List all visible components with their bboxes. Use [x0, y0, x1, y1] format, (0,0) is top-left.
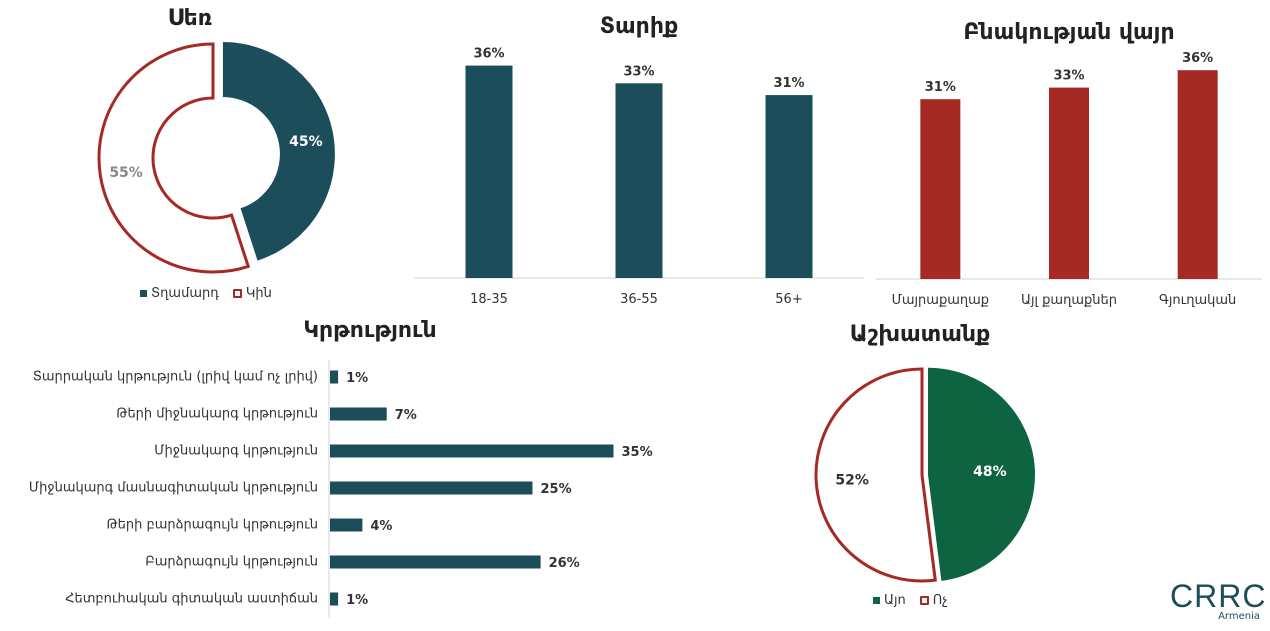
female-legend-label: Կին [245, 286, 272, 301]
education-category-label: Միջնակարգ մասնագիտական կրթություն [28, 480, 318, 496]
male-donut-slice [222, 42, 335, 261]
education-bar [330, 444, 614, 458]
place-bar-value-label: 33% [1053, 69, 1084, 84]
yes-slice-label: 48% [973, 464, 1007, 480]
age-bar [465, 65, 513, 278]
place-category-label: Մայրաքաղաք [892, 293, 990, 308]
age-chart-title: Տարիք [599, 14, 679, 39]
education-chart-title: Կրթություն [303, 318, 437, 343]
female-slice-label: 55% [109, 165, 143, 181]
age-bar-value-label: 33% [623, 64, 654, 79]
education-bar-value-label: 26% [549, 556, 580, 571]
education-category-label: Հետբուհական գիտական աստիճան [65, 591, 318, 607]
education-bar-value-label: 7% [395, 408, 417, 423]
male-slice-label: 45% [289, 134, 323, 150]
education-bar-value-label: 4% [370, 519, 392, 534]
place-category-label: Այլ քաղաքներ [1021, 293, 1117, 308]
crrc-logo: CRRC Armenia [1170, 578, 1267, 622]
age-bar [615, 83, 663, 278]
sex-chart-title: Սեռ [167, 6, 213, 31]
age-bar-value-label: 31% [773, 76, 804, 91]
age-category-label: 56+ [775, 292, 802, 307]
education-category-label: Թերի միջնակարգ կրթություն [116, 406, 318, 422]
education-bar [330, 370, 339, 384]
no-legend-label: Ոչ [932, 593, 948, 608]
male-legend-swatch [140, 290, 147, 297]
education-category-label: Տարրական կրթություն (լրիվ կամ ոչ լրիվ) [32, 369, 318, 385]
age-bar [765, 95, 813, 278]
yes-legend-label: Այո [884, 593, 906, 608]
no-pie-slice [814, 367, 937, 583]
education-category-label: Թերի բարձրագույն կրթություն [106, 517, 318, 533]
work-legend: Այո Ոչ [873, 593, 948, 608]
female-donut-slice [97, 42, 251, 274]
education-bar-value-label: 1% [346, 371, 368, 386]
age-category-label: 36-55 [620, 292, 658, 307]
education-category-label: Բարձրագույն կրթություն [145, 554, 318, 570]
yes-pie-slice [927, 367, 1035, 581]
female-legend-swatch [232, 289, 242, 298]
no-slice-label: 52% [835, 472, 869, 488]
education-bar [330, 592, 339, 606]
education-bar [330, 481, 533, 495]
place-bar-value-label: 36% [1182, 51, 1213, 66]
place-bar [1049, 87, 1089, 279]
logo-main-text: CRRC [1170, 578, 1267, 614]
education-bar-value-label: 35% [622, 445, 653, 460]
sex-legend: Տղամարդ Կին [140, 286, 272, 301]
work-chart-title: Աշխատանք [849, 322, 991, 347]
place-chart-title: Բնակության վայր [963, 20, 1175, 45]
place-bar [1177, 70, 1218, 279]
male-legend-label: Տղամարդ [151, 286, 219, 301]
place-bar [920, 99, 961, 279]
place-bar-value-label: 31% [925, 80, 956, 95]
place-category-label: Գյուղական [1159, 293, 1236, 308]
no-legend-swatch [919, 596, 929, 605]
education-bar [330, 555, 541, 569]
education-bar [330, 518, 363, 532]
education-bar-value-label: 1% [346, 593, 368, 608]
yes-legend-swatch [873, 597, 880, 604]
age-bar-value-label: 36% [473, 47, 504, 62]
education-bar-value-label: 25% [541, 482, 572, 497]
logo-sub-text: Armenia [1218, 611, 1260, 622]
age-category-label: 18-35 [470, 292, 508, 307]
education-bar [330, 407, 387, 421]
education-category-label: Միջնակարգ կրթություն [154, 443, 318, 459]
